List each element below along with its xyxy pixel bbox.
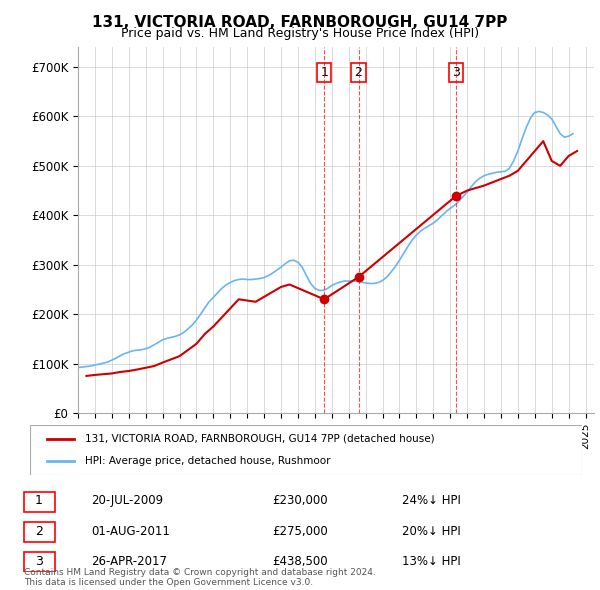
Text: £438,500: £438,500 [272,555,328,568]
Text: HPI: Average price, detached house, Rushmoor: HPI: Average price, detached house, Rush… [85,456,331,466]
Text: 24%↓ HPI: 24%↓ HPI [401,494,460,507]
Text: 13%↓ HPI: 13%↓ HPI [401,555,460,568]
FancyBboxPatch shape [23,522,55,542]
Text: 3: 3 [35,555,43,568]
Text: 1: 1 [35,494,43,507]
Text: 3: 3 [452,66,460,79]
FancyBboxPatch shape [23,552,55,572]
Text: £275,000: £275,000 [272,525,328,537]
Text: 01-AUG-2011: 01-AUG-2011 [91,525,170,537]
Text: 2: 2 [355,66,362,79]
FancyBboxPatch shape [30,425,582,475]
Text: 20-JUL-2009: 20-JUL-2009 [91,494,163,507]
Text: 131, VICTORIA ROAD, FARNBOROUGH, GU14 7PP (detached house): 131, VICTORIA ROAD, FARNBOROUGH, GU14 7P… [85,434,435,444]
Text: 2: 2 [35,525,43,537]
Text: 131, VICTORIA ROAD, FARNBOROUGH, GU14 7PP: 131, VICTORIA ROAD, FARNBOROUGH, GU14 7P… [92,15,508,30]
Text: 1: 1 [320,66,328,79]
Text: Contains HM Land Registry data © Crown copyright and database right 2024.: Contains HM Land Registry data © Crown c… [24,568,376,577]
Text: 26-APR-2017: 26-APR-2017 [91,555,167,568]
FancyBboxPatch shape [23,492,55,512]
Text: This data is licensed under the Open Government Licence v3.0.: This data is licensed under the Open Gov… [24,578,313,587]
Text: 20%↓ HPI: 20%↓ HPI [401,525,460,537]
Text: £230,000: £230,000 [272,494,328,507]
Text: Price paid vs. HM Land Registry's House Price Index (HPI): Price paid vs. HM Land Registry's House … [121,27,479,40]
